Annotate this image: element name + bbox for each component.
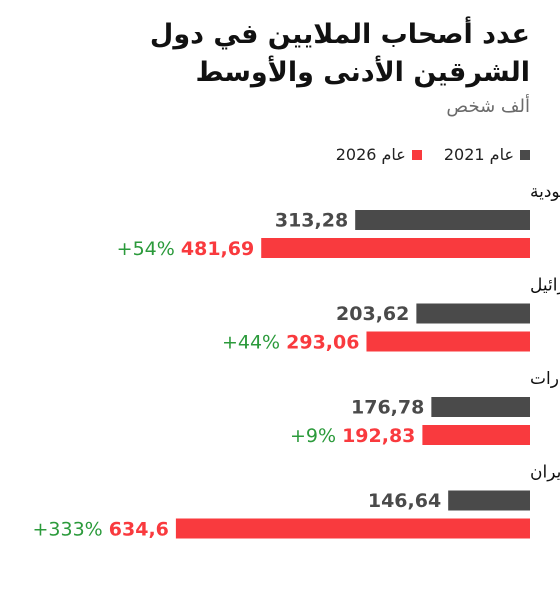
- value-label-2021: 176,78: [351, 397, 424, 419]
- bar-2026: [366, 331, 530, 352]
- bar-2026: [261, 238, 530, 258]
- value-label-2021: 203,62: [336, 303, 409, 325]
- value-2026-text: 192,83: [342, 425, 415, 447]
- bar-2026: [175, 518, 531, 539]
- category-label: إيران: [530, 463, 560, 483]
- legend-item-2021: عام 2021: [444, 145, 530, 164]
- legend-item-2026: عام 2026: [336, 145, 422, 164]
- bar-2021: [355, 210, 530, 230]
- legend-label-2026: عام 2026: [335, 145, 406, 164]
- bar-2021: [448, 490, 530, 511]
- bar-2021: [416, 303, 530, 324]
- bar-2021: [431, 397, 530, 417]
- chart-subtitle: ألف شخص: [446, 96, 530, 117]
- legend-label-2021: عام 2021: [443, 145, 514, 164]
- legend-swatch-2026: [411, 149, 422, 160]
- category-label: إسرائيل: [530, 276, 560, 296]
- value-2026-text: 634,6: [109, 518, 169, 540]
- category-label: الإمارات: [530, 369, 560, 389]
- chart-title: عدد أصحاب الملايين في دول الشرقين الأدنى…: [149, 19, 530, 88]
- change-label: +44%: [222, 331, 286, 353]
- value-label-2026: +333% 634,6: [33, 518, 169, 540]
- value-2026-text: 293,06: [286, 331, 359, 353]
- value-label-2021: 146,64: [368, 490, 441, 512]
- change-label: +9%: [290, 425, 342, 447]
- category-label: السعودية: [530, 182, 560, 202]
- value-label-2026: +44% 293,06: [222, 331, 360, 353]
- value-label-2021: 313,28: [275, 210, 348, 232]
- legend-swatch-2021: [520, 149, 530, 160]
- change-label: +333%: [33, 518, 109, 540]
- change-label: +54%: [117, 238, 181, 260]
- value-2026-text: 481,69: [181, 238, 254, 260]
- value-label-2026: +9% 192,83: [290, 425, 415, 447]
- chart-legend: عام 2021 عام 2026: [336, 145, 530, 164]
- bar-2026: [422, 425, 530, 445]
- value-label-2026: +54% 481,69: [117, 238, 255, 260]
